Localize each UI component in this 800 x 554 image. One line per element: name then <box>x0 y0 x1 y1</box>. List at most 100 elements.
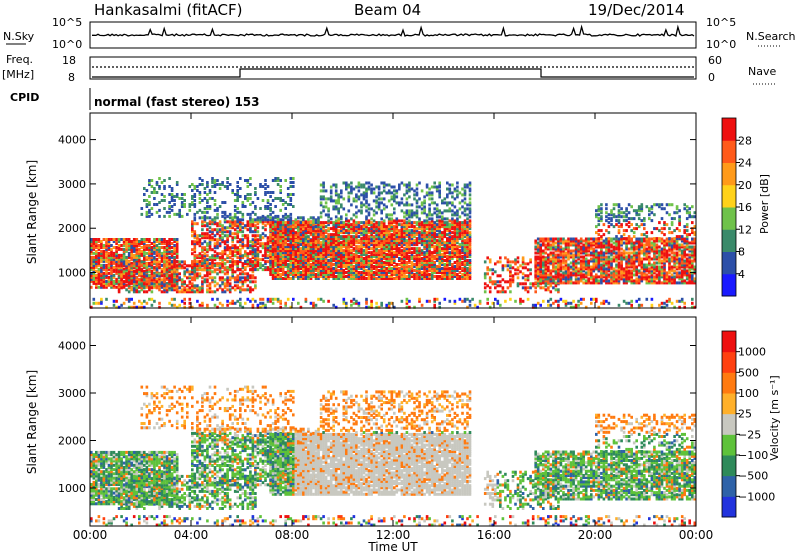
heatmap-cell <box>286 251 290 255</box>
heatmap-cell <box>191 222 194 226</box>
heatmap-cell <box>312 237 315 241</box>
heatmap-cell <box>390 219 394 223</box>
heatmap-cell <box>314 257 318 260</box>
heatmap-cell <box>433 207 436 211</box>
heatmap-cell <box>191 224 194 228</box>
heatmap-cell <box>130 249 133 253</box>
heatmap-cell <box>196 284 199 288</box>
heatmap-cell <box>340 277 343 280</box>
heatmap-cell <box>163 284 166 288</box>
heatmap-cell <box>350 239 353 243</box>
heatmap-cell <box>269 225 272 229</box>
heatmap-cell <box>302 231 305 235</box>
heatmap-cell <box>453 189 457 193</box>
heatmap-cell <box>155 274 159 278</box>
noise-left-tick-top: 10^5 <box>52 16 82 29</box>
heatmap-cell <box>347 199 351 203</box>
heatmap-cell <box>314 267 318 270</box>
heatmap-cell <box>105 257 108 261</box>
heatmap-cell <box>443 297 447 301</box>
heatmap-cell <box>294 218 298 222</box>
heatmap-cell <box>350 269 353 272</box>
heatmap-cell <box>170 189 174 192</box>
heatmap-cell <box>203 274 207 278</box>
heatmap-cell <box>274 247 277 251</box>
heatmap-cell <box>360 253 363 256</box>
heatmap-cell <box>271 267 275 270</box>
heatmap-cell <box>307 251 310 255</box>
heatmap-cell <box>117 253 121 257</box>
heatmap-cell <box>208 189 212 192</box>
heatmap-cell <box>188 205 192 208</box>
heatmap-cell <box>231 264 234 268</box>
heatmap-cell <box>425 237 429 241</box>
heatmap-cell <box>302 235 305 239</box>
heatmap-cell <box>309 253 313 256</box>
heatmap-cell <box>309 301 313 305</box>
heatmap-cell <box>322 255 325 258</box>
heatmap-cell <box>395 201 399 205</box>
heatmap-cell <box>110 255 113 259</box>
heatmap-cell <box>337 209 340 213</box>
heatmap-cell <box>122 247 126 251</box>
power-heatmap-cells <box>90 177 697 309</box>
heatmap-cell <box>438 259 441 262</box>
heatmap-cell <box>233 278 237 282</box>
heatmap-cell <box>403 265 406 268</box>
heatmap-cell <box>443 269 447 272</box>
heatmap-cell <box>451 257 454 260</box>
heatmap-cell <box>355 195 358 199</box>
heatmap-cell <box>398 277 401 280</box>
heatmap-cell <box>143 257 146 261</box>
heatmap-cell <box>266 297 270 301</box>
heatmap-cell <box>347 275 351 278</box>
heatmap-cell <box>453 197 457 201</box>
heatmap-cell <box>274 261 277 264</box>
heatmap-cell <box>408 233 411 237</box>
heatmap-cell <box>191 197 194 200</box>
heatmap-cell <box>271 253 275 256</box>
heatmap-cell <box>302 263 305 266</box>
heatmap-cell <box>355 239 358 243</box>
heatmap-cell <box>438 245 441 249</box>
heatmap-cell <box>244 252 247 256</box>
heatmap-cell <box>191 268 194 272</box>
heatmap-cell <box>395 251 399 255</box>
heatmap-cell <box>140 238 144 241</box>
heatmap-cell <box>180 282 184 286</box>
heatmap-cell <box>327 235 330 239</box>
heatmap-cell <box>261 297 265 301</box>
heatmap-cell <box>150 297 154 301</box>
heatmap-cell <box>446 209 449 213</box>
heatmap-cell <box>281 241 285 245</box>
heatmap-cell <box>95 259 98 263</box>
heatmap-cell <box>377 227 381 231</box>
heatmap-cell <box>160 263 164 267</box>
heatmap-cell <box>332 221 335 225</box>
heatmap-cell <box>180 264 184 268</box>
heatmap-cell <box>150 179 154 182</box>
heatmap-cell <box>244 195 247 198</box>
heatmap-cell <box>254 212 257 216</box>
heatmap-cell <box>410 211 414 215</box>
heatmap-cell <box>433 305 436 309</box>
heatmap-cell <box>433 271 436 274</box>
heatmap-cell <box>380 235 383 239</box>
heatmap-cell <box>264 220 267 224</box>
heatmap-cell <box>352 273 356 276</box>
heatmap-cell <box>206 242 209 246</box>
heatmap-cell <box>312 227 315 231</box>
heatmap-cell <box>360 263 363 266</box>
heatmap-cell <box>405 197 409 201</box>
heatmap-cell <box>160 193 164 196</box>
heatmap-cell <box>236 264 239 268</box>
heatmap-cell <box>276 263 280 266</box>
heatmap-cell <box>170 249 174 253</box>
heatmap-cell <box>180 288 184 292</box>
heatmap-cell <box>428 239 431 243</box>
heatmap-cell <box>183 297 186 301</box>
heatmap-cell <box>319 261 323 264</box>
heatmap-cell <box>218 183 222 186</box>
heatmap-cell <box>446 249 449 253</box>
heatmap-cell <box>183 266 186 270</box>
